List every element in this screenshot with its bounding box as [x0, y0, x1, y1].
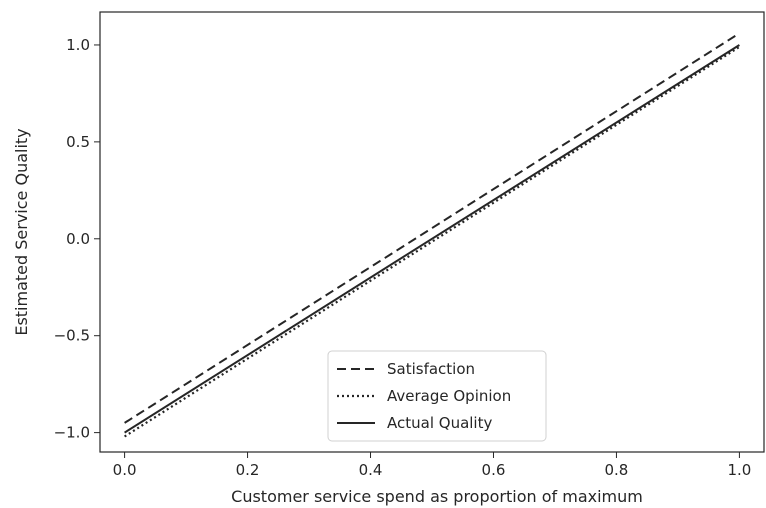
y-tick-label: 0.5 — [66, 133, 90, 151]
legend-label: Average Opinion — [387, 387, 511, 405]
legend-box — [327, 350, 547, 442]
y-tick-label: −1.0 — [54, 424, 90, 442]
series-line-satisfaction — [124, 32, 740, 424]
y-tick-label: 1.0 — [66, 36, 90, 54]
x-tick-label: 1.0 — [727, 461, 751, 479]
series-line-average-opinion — [124, 45, 740, 438]
y-tick-label: −0.5 — [54, 327, 90, 345]
series-line-actual-quality — [124, 44, 740, 434]
legend-label: Satisfaction — [387, 360, 475, 378]
x-tick-label: 0.4 — [359, 461, 383, 479]
y-axis-ticks: 1.0 0.5 0.0 −0.5 −1.0 — [54, 36, 100, 442]
y-axis-label: Estimated Service Quality — [12, 128, 31, 335]
x-tick-label: 0.0 — [113, 461, 137, 479]
legend: Satisfaction Average Opinion Actual Qualit… — [327, 350, 547, 442]
legend-label: Actual Quality — [387, 414, 492, 432]
x-tick-label: 0.8 — [605, 461, 629, 479]
x-tick-label: 0.6 — [482, 461, 506, 479]
x-axis-ticks: 0.0 0.2 0.4 0.6 0.8 1.0 — [113, 452, 751, 479]
x-axis-label: Customer service spend as proportion of … — [231, 487, 643, 506]
plot-frame — [99, 11, 765, 453]
legend-entries: Satisfaction Average Opinion Actual Qualit… — [337, 360, 511, 432]
series-layer — [124, 32, 740, 438]
y-tick-label: 0.0 — [66, 230, 90, 248]
x-tick-label: 0.2 — [236, 461, 260, 479]
